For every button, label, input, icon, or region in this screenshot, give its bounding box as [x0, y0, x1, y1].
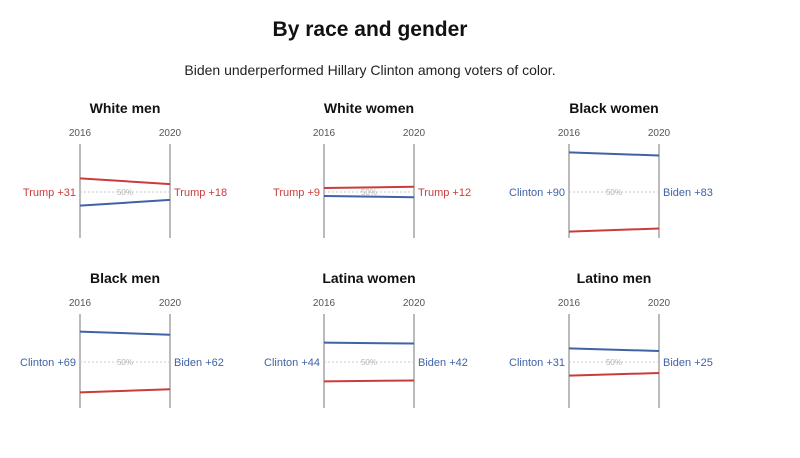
- slope-chart-2: White women 2016 2020 50% Trump +9 Trump +12: [273, 100, 471, 238]
- year-label-2016: 2016: [69, 128, 92, 139]
- midline-label: 50%: [361, 188, 377, 197]
- rep-share-line: [568, 372, 660, 377]
- year-label-2020: 2020: [648, 128, 671, 139]
- page-subtitle: Biden underperformed Hillary Clinton amo…: [184, 62, 556, 78]
- year-label-2020: 2020: [159, 128, 182, 139]
- margin-label-2016: Clinton +44: [264, 357, 320, 369]
- midline-label: 50%: [361, 358, 377, 367]
- year-label-2016: 2016: [558, 298, 581, 309]
- margin-label-2016: Trump +9: [273, 187, 320, 199]
- margin-label-2020: Biden +25: [663, 357, 713, 369]
- rep-share-line: [323, 185, 415, 190]
- year-label-2016: 2016: [313, 128, 336, 139]
- dem-share-line: [323, 341, 415, 345]
- margin-label-2020: Biden +62: [174, 357, 224, 369]
- year-label-2016: 2016: [69, 298, 92, 309]
- page-title: By race and gender: [272, 18, 468, 41]
- dem-share-line: [79, 330, 171, 336]
- dem-share-line: [568, 151, 660, 157]
- slope-chart-1: White men 2016 2020 50% Trump +31 Trump +18: [23, 100, 227, 238]
- chart-title: White men: [90, 100, 161, 116]
- dem-share-line: [79, 198, 171, 207]
- slope-chart-4: Black men 2016 2020 50% Clinton +69 Biden +62: [20, 270, 224, 408]
- margin-label-2016: Clinton +69: [20, 357, 76, 369]
- rep-share-line: [568, 227, 660, 233]
- margin-label-2016: Clinton +90: [509, 187, 565, 199]
- chart-title: Black women: [569, 100, 658, 116]
- dem-share-line: [568, 347, 660, 352]
- year-label-2020: 2020: [403, 298, 426, 309]
- midline-label: 50%: [117, 188, 133, 197]
- year-label-2020: 2020: [159, 298, 182, 309]
- margin-label-2020: Biden +42: [418, 357, 468, 369]
- slope-chart-6: Latino men 2016 2020 50% Clinton +31 Biden +2…: [509, 270, 713, 408]
- chart-title: Latino men: [577, 270, 652, 286]
- midline-label: 50%: [606, 188, 622, 197]
- slope-chart-5: Latina women 2016 2020 50% Clinton +44 Biden …: [264, 270, 468, 408]
- chart-title: Latina women: [322, 270, 415, 286]
- rep-share-line: [79, 388, 171, 394]
- rep-share-line: [79, 177, 171, 186]
- chart-title: Black men: [90, 270, 160, 286]
- year-label-2020: 2020: [403, 128, 426, 139]
- margin-label-2020: Biden +83: [663, 187, 713, 199]
- dem-share-line: [323, 194, 415, 199]
- margin-label-2016: Clinton +31: [509, 357, 565, 369]
- margin-label-2016: Trump +31: [23, 187, 76, 199]
- year-label-2020: 2020: [648, 298, 671, 309]
- midline-label: 50%: [606, 358, 622, 367]
- margin-label-2020: Trump +12: [418, 187, 471, 199]
- year-label-2016: 2016: [558, 128, 581, 139]
- chart-title: White women: [324, 100, 414, 116]
- midline-label: 50%: [117, 358, 133, 367]
- year-label-2016: 2016: [313, 298, 336, 309]
- slope-chart-3: Black women 2016 2020 50% Clinton +90 Biden +…: [509, 100, 713, 238]
- margin-label-2020: Trump +18: [174, 187, 227, 199]
- rep-share-line: [323, 379, 415, 383]
